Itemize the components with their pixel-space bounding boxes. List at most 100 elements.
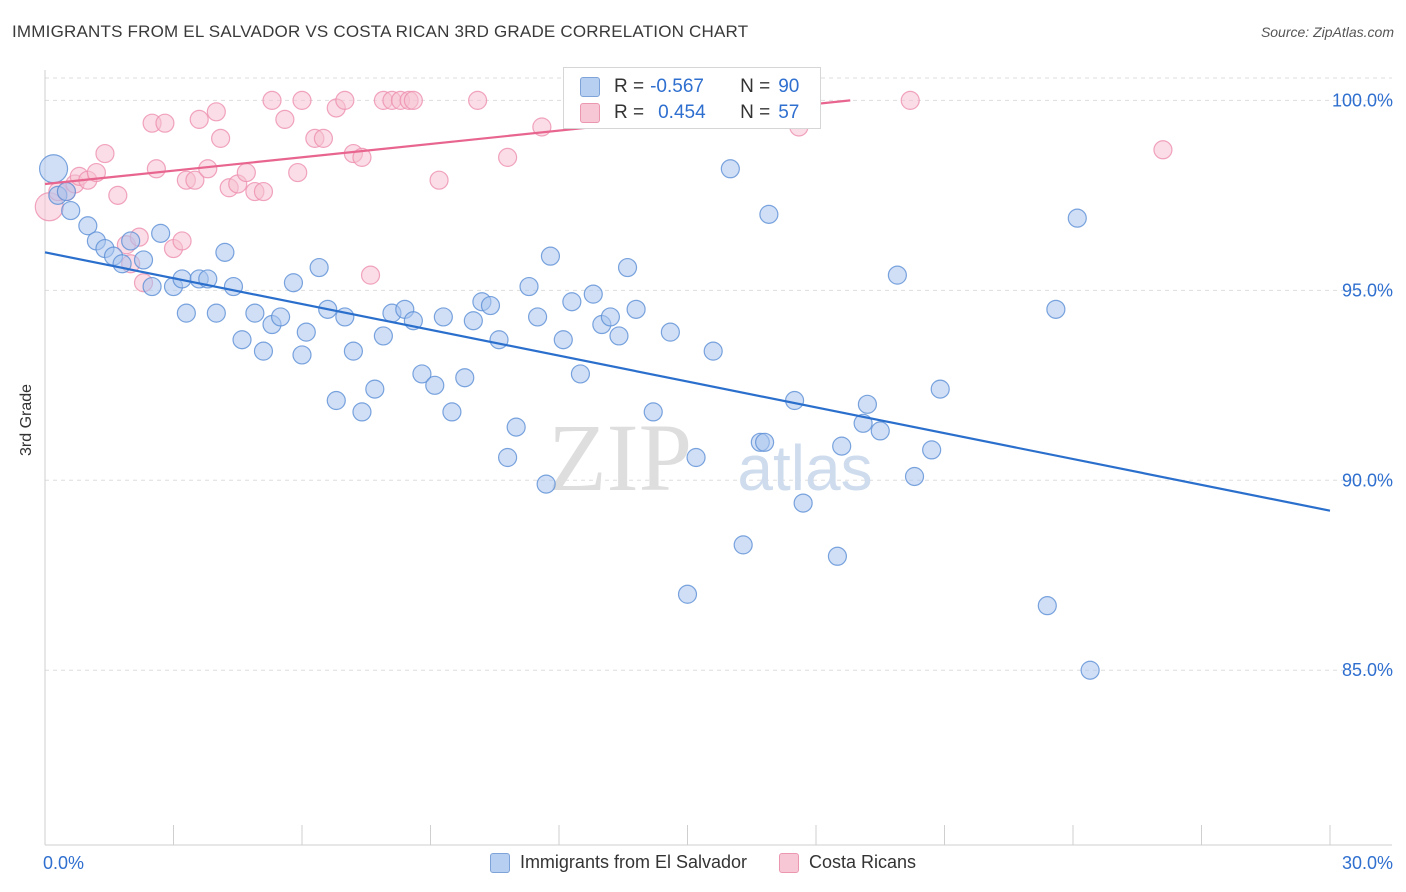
- data-point: [253, 341, 274, 361]
- n-label: N =: [740, 76, 771, 97]
- data-point: [373, 326, 393, 346]
- data-point: [429, 170, 449, 190]
- data-point: [108, 185, 128, 205]
- r-label: R =: [614, 76, 645, 97]
- data-point: [38, 154, 69, 184]
- data-point: [506, 417, 526, 437]
- data-point: [887, 265, 907, 285]
- blue-swatch: [489, 852, 510, 873]
- data-point: [155, 113, 175, 133]
- data-point: [784, 390, 805, 411]
- data-point: [904, 466, 925, 487]
- data-point: [583, 284, 603, 304]
- data-point: [292, 345, 312, 365]
- x-tick-label: 0.0%: [43, 853, 84, 873]
- legend-label: Immigrants from El Salvador: [519, 852, 748, 872]
- data-point: [720, 159, 740, 179]
- data-point: [232, 330, 252, 350]
- data-point: [1037, 596, 1057, 616]
- data-point: [133, 250, 154, 270]
- data-point: [270, 307, 291, 327]
- data-point: [754, 432, 775, 452]
- data-point: [600, 307, 621, 327]
- data-point: [223, 276, 244, 297]
- data-point: [733, 535, 753, 555]
- data-point: [570, 364, 591, 384]
- data-point: [463, 311, 483, 331]
- y-tick-label: 95.0%: [1342, 280, 1393, 300]
- data-point: [78, 216, 98, 236]
- data-point: [121, 231, 141, 251]
- series-legend: Immigrants from El Salvador Costa Ricans: [0, 852, 1406, 873]
- data-point: [900, 90, 920, 110]
- data-point: [211, 128, 231, 148]
- data-point: [498, 447, 518, 468]
- data-point: [313, 128, 334, 148]
- data-point: [793, 493, 813, 513]
- data-point: [686, 447, 706, 468]
- data-point: [352, 402, 372, 422]
- chart-title: IMMIGRANTS FROM EL SALVADOR VS COSTA RIC…: [12, 22, 749, 41]
- data-point: [95, 143, 115, 164]
- x-tick-label: 30.0%: [1342, 853, 1393, 873]
- data-point: [283, 273, 304, 293]
- legend-item-el-salvador[interactable]: Immigrants from El Salvador: [489, 852, 748, 873]
- watermark: ZIP atlas: [548, 404, 873, 511]
- data-point: [326, 390, 346, 411]
- n-value: 57: [778, 102, 800, 123]
- data-point: [433, 307, 453, 327]
- data-point: [275, 109, 295, 129]
- data-point: [236, 162, 256, 183]
- data-point: [626, 299, 646, 319]
- data-point: [206, 303, 226, 323]
- data-point: [253, 181, 274, 202]
- data-point: [930, 379, 950, 399]
- data-point: [309, 257, 329, 278]
- data-point: [677, 584, 698, 604]
- legend-row-pink: R = 0.454 N = 57: [580, 100, 799, 126]
- data-point: [562, 292, 582, 312]
- legend-row-blue: R = -0.567 N = 90: [580, 74, 799, 100]
- data-point: [519, 276, 539, 297]
- data-point: [540, 246, 561, 266]
- data-point: [489, 330, 509, 350]
- watermark-zip: ZIP: [548, 404, 692, 511]
- data-point: [480, 295, 501, 316]
- legend-item-costa-ricans[interactable]: Costa Ricans: [779, 852, 916, 873]
- data-point: [215, 242, 235, 262]
- data-point: [365, 379, 385, 399]
- correlation-legend: R = -0.567 N = 90 R = 0.454 N = 57: [563, 67, 821, 129]
- legend-label: Costa Ricans: [809, 852, 917, 872]
- data-point: [455, 368, 475, 388]
- data-point: [296, 322, 316, 342]
- data-point: [660, 322, 680, 342]
- n-value: 90: [778, 76, 800, 97]
- data-point: [335, 90, 355, 110]
- data-point: [617, 257, 638, 278]
- data-point: [553, 330, 573, 350]
- data-point: [536, 474, 556, 494]
- n-label: N =: [740, 102, 771, 123]
- data-point: [403, 90, 423, 110]
- data-point: [176, 303, 196, 323]
- data-point: [1046, 299, 1066, 319]
- r-label: R =: [614, 102, 645, 123]
- trend-line-el-salvador: [44, 251, 1331, 512]
- data-point: [527, 307, 548, 327]
- data-point: [189, 109, 209, 129]
- blue-swatch: [580, 77, 600, 97]
- data-point: [1153, 140, 1173, 160]
- r-value: -0.567: [650, 76, 704, 97]
- data-point: [206, 102, 226, 122]
- data-point: [1067, 208, 1087, 228]
- data-point: [56, 181, 77, 202]
- data-point: [288, 162, 308, 183]
- r-value: 0.454: [658, 102, 706, 123]
- tick-labels: 85.0% 90.0% 95.0% 100.0% 0.0% 30.0%: [43, 90, 1393, 873]
- data-point: [827, 546, 848, 566]
- data-point: [759, 204, 779, 224]
- data-point: [425, 375, 445, 395]
- pink-swatch: [779, 852, 800, 873]
- data-point: [185, 170, 205, 190]
